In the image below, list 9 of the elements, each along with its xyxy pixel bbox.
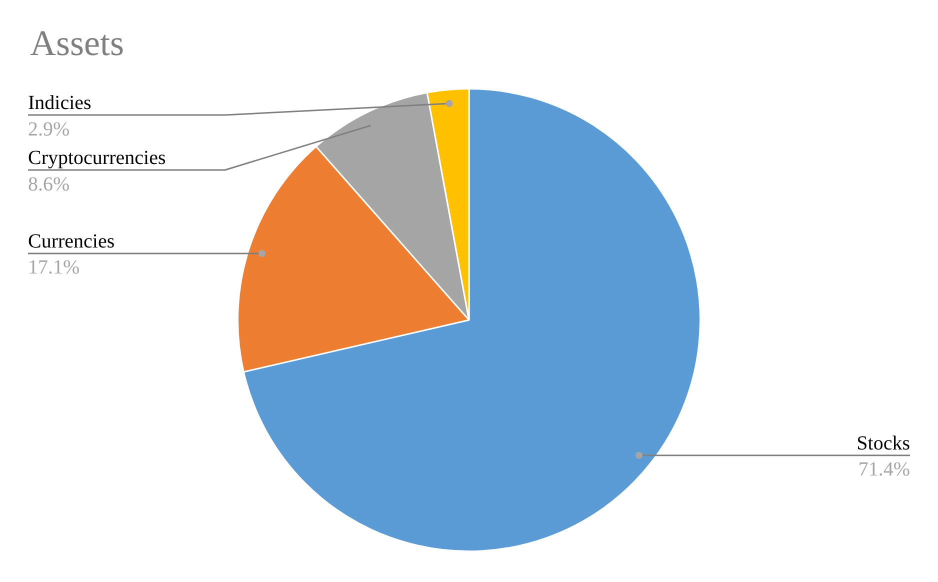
slice-label: Indicies — [28, 92, 92, 114]
data-label: 17.1% — [28, 256, 80, 279]
data-label: 71.4% — [858, 458, 910, 481]
chart-title: Assets — [30, 22, 124, 64]
slice-label: Stocks — [856, 432, 910, 454]
data-label: 2.9% — [28, 118, 70, 140]
slice-label: Cryptocurrencies — [28, 147, 166, 169]
slice-label: Currencies — [28, 230, 115, 252]
data-label: 8.6% — [28, 173, 70, 196]
